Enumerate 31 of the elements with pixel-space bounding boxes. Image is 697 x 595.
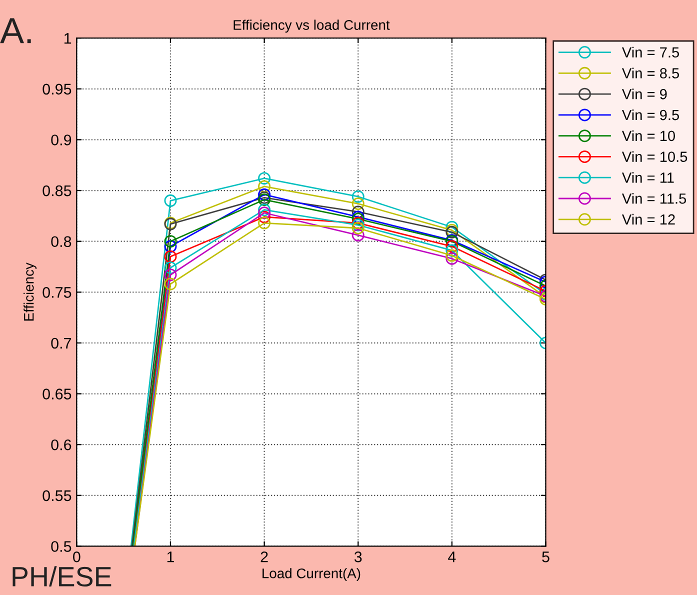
legend-label: Vin = 8.5	[622, 68, 680, 78]
y-tick-label: 0.6	[51, 439, 72, 450]
chart-title: Efficiency vs load Current	[234, 20, 390, 33]
y-tick-label: 0.55	[42, 490, 72, 502]
y-tick-label: 0.85	[42, 185, 72, 196]
legend-label: Vin = 10	[622, 130, 675, 142]
y-tick-label: 0.65	[42, 388, 72, 400]
y-tick-label: 0.7	[51, 338, 72, 349]
y-tick-label: 0.95	[42, 84, 72, 95]
x-tick-label: 2	[260, 551, 268, 562]
legend-label: Vin = 12	[622, 214, 675, 224]
legend-label: Vin = 10.5	[622, 151, 688, 162]
legend-label: Vin = 11	[622, 172, 674, 183]
x-tick-label: 3	[354, 551, 362, 562]
y-tick-label: 0.9	[51, 134, 72, 146]
y-tick-label: 0.5	[51, 541, 72, 552]
x-axis-title: Load Current(A)	[262, 568, 360, 582]
x-tick-label: 1	[167, 552, 174, 562]
x-tick-label: 4	[448, 552, 456, 562]
y-tick-label: 0.8	[51, 236, 72, 248]
y-tick-label: 1	[64, 33, 72, 44]
legend-label: Vin = 7.5	[622, 46, 680, 58]
legend-label: Vin = 9.5	[622, 109, 680, 120]
y-tick-label: 0.75	[42, 287, 72, 298]
text: A.	[0, 18, 31, 44]
y-axis-title: Efficiency	[24, 262, 37, 321]
legend-label: Vin = 11.5	[622, 193, 686, 204]
x-tick-label: 5	[542, 552, 550, 562]
legend-label: Vin = 9	[622, 88, 667, 100]
x-tick-label: 0	[73, 551, 80, 562]
text: PH/ESE	[12, 566, 112, 587]
